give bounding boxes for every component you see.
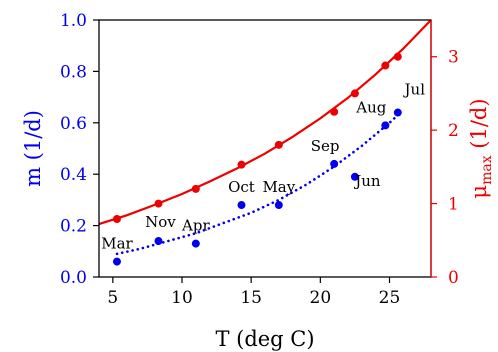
month-label: Mar xyxy=(101,235,133,253)
month-label: Jul xyxy=(403,81,426,99)
right-y-tick-label: 2 xyxy=(448,121,459,141)
mu-max-point xyxy=(112,214,121,223)
m-point xyxy=(154,237,163,246)
month-label: Jun xyxy=(353,172,381,190)
m-point xyxy=(274,201,283,210)
m-point xyxy=(191,239,200,248)
m-point xyxy=(350,172,359,181)
m-point xyxy=(112,257,121,266)
month-label: Aug xyxy=(355,98,386,116)
left-y-tick-label: 0.4 xyxy=(60,165,87,185)
mu-max-point xyxy=(330,107,339,116)
month-label: May xyxy=(262,178,295,196)
right-y-axis-title-unit: (1/d) xyxy=(467,98,491,155)
month-label: Oct xyxy=(228,178,255,196)
right-y-tick-label: 1 xyxy=(448,195,459,215)
axis-titles: T (deg C) m (1/d) μmax (1/d) xyxy=(21,98,495,351)
mu-max-point xyxy=(393,52,402,61)
right-y-axis-title: μmax (1/d) xyxy=(467,98,495,198)
left-y-tick-label: 1.0 xyxy=(60,11,87,31)
tick-marks-and-labels: 5 10 15 20 25 0.0 0.2 0.4 0.6 0.8 1.0 0 1 2 3 xyxy=(60,11,459,308)
x-tick-label: 15 xyxy=(240,288,262,308)
axes xyxy=(98,19,432,278)
month-label: Sep xyxy=(311,137,340,155)
month-label: Apr xyxy=(181,217,210,235)
left-y-axis-title: m (1/d) xyxy=(21,110,45,187)
x-tick-label: 20 xyxy=(310,288,332,308)
left-y-tick-label: 0.6 xyxy=(60,114,87,134)
left-y-tick-label: 0.0 xyxy=(60,268,87,288)
m-fit-dotted-line xyxy=(115,113,400,256)
mu-max-point xyxy=(350,89,359,98)
m-point xyxy=(393,108,402,117)
month-label: Nov xyxy=(145,213,176,231)
x-tick-label: 10 xyxy=(171,288,193,308)
m-point xyxy=(237,201,246,210)
mu-max-fit-line xyxy=(98,19,432,226)
x-tick-label: 25 xyxy=(379,288,401,308)
left-y-tick-label: 0.8 xyxy=(60,62,87,82)
x-axis-title: T (deg C) xyxy=(215,327,314,351)
plot-frame xyxy=(98,19,432,278)
left-y-tick-label: 0.2 xyxy=(60,217,87,237)
right-y-axis-title-main: μ xyxy=(467,185,491,199)
x-tick-label: 5 xyxy=(107,288,118,308)
right-y-axis-title-sub: max xyxy=(479,155,495,185)
mu-max-point xyxy=(237,160,246,169)
mu-max-point xyxy=(381,61,390,70)
mu-max-point xyxy=(154,199,163,208)
mu-max-point xyxy=(274,140,283,149)
plot-area: Mar Nov Apr Oct May Sep Jun Aug Jul xyxy=(98,19,432,266)
mu-max-point xyxy=(191,184,200,193)
right-y-tick-label: 3 xyxy=(448,48,459,68)
right-y-tick-label: 0 xyxy=(448,268,459,288)
